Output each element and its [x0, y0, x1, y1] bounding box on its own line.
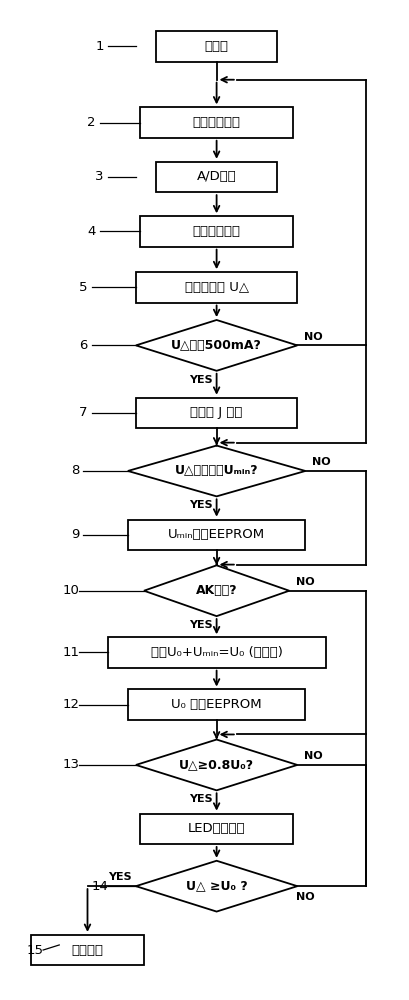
Text: 继电器 J 吸合: 继电器 J 吸合: [191, 406, 243, 419]
Text: U△为最小值Uₘᵢₙ?: U△为最小值Uₘᵢₙ?: [175, 464, 258, 477]
Text: 8: 8: [71, 464, 80, 477]
Text: 初始化: 初始化: [204, 40, 229, 53]
Text: AK按下?: AK按下?: [196, 584, 237, 597]
Text: 1: 1: [95, 40, 104, 53]
Text: YES: YES: [189, 620, 212, 630]
Bar: [128, 689, 306, 720]
Bar: [31, 935, 144, 965]
Bar: [136, 272, 297, 303]
Bar: [136, 398, 297, 428]
Text: NO: NO: [304, 751, 323, 761]
Text: 14: 14: [91, 880, 108, 893]
Text: LED闪烁报警: LED闪烁报警: [188, 822, 245, 835]
Text: 计算漏电值 U△: 计算漏电值 U△: [184, 281, 249, 294]
Text: YES: YES: [189, 375, 212, 385]
Text: 11: 11: [63, 646, 80, 659]
Text: NO: NO: [296, 577, 315, 587]
Bar: [140, 814, 293, 844]
Polygon shape: [136, 320, 297, 371]
Text: NO: NO: [312, 457, 331, 467]
Text: U△ ≥U₀ ?: U△ ≥U₀ ?: [186, 880, 247, 893]
Text: YES: YES: [189, 794, 212, 804]
Text: 15: 15: [27, 944, 43, 957]
Polygon shape: [128, 446, 306, 496]
Text: U₀ 存入EEPROM: U₀ 存入EEPROM: [171, 698, 262, 711]
Bar: [156, 31, 277, 62]
Bar: [156, 162, 277, 192]
Bar: [140, 216, 293, 247]
Text: 12: 12: [63, 698, 80, 711]
Text: U△≥0.8U₀?: U△≥0.8U₀?: [179, 758, 254, 771]
Text: NO: NO: [296, 892, 315, 902]
Text: A/D转换: A/D转换: [197, 170, 236, 183]
Text: 5: 5: [79, 281, 88, 294]
Polygon shape: [144, 565, 289, 616]
Text: 定值U₀+Uₘᵢₙ=U₀ (新定值): 定值U₀+Uₘᵢₙ=U₀ (新定值): [151, 646, 283, 659]
Text: U△超过500mA?: U△超过500mA?: [171, 339, 262, 352]
Text: 13: 13: [63, 758, 80, 771]
Polygon shape: [136, 861, 297, 912]
Text: YES: YES: [189, 500, 212, 510]
Text: 漏电信号采样: 漏电信号采样: [193, 116, 240, 129]
Text: 10: 10: [63, 584, 80, 597]
Text: 滤除干扰脉冲: 滤除干扰脉冲: [193, 225, 240, 238]
Text: 9: 9: [71, 528, 80, 541]
Bar: [140, 107, 293, 138]
Text: 6: 6: [79, 339, 88, 352]
Text: Uₘᵢₙ存入EEPROM: Uₘᵢₙ存入EEPROM: [168, 528, 265, 541]
Text: 3: 3: [95, 170, 104, 183]
Bar: [128, 520, 306, 550]
Bar: [108, 637, 326, 668]
Text: 2: 2: [87, 116, 96, 129]
Text: NO: NO: [304, 332, 323, 342]
Text: 7: 7: [79, 406, 88, 419]
Text: 漏电跳闸: 漏电跳闸: [72, 944, 103, 957]
Text: YES: YES: [108, 872, 132, 882]
Text: 4: 4: [88, 225, 96, 238]
Polygon shape: [136, 740, 297, 790]
